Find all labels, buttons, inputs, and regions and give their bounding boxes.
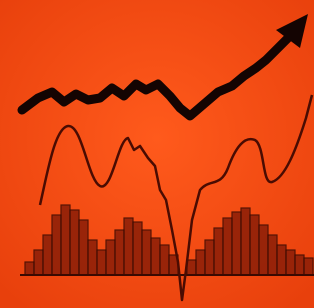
- bar-shape: [277, 245, 286, 275]
- bar-shape: [214, 228, 223, 275]
- bar-shape: [187, 260, 196, 275]
- bar-shape: [88, 240, 97, 275]
- bar-shape: [79, 220, 88, 275]
- bar-shape: [25, 262, 34, 275]
- body: [0, 0, 314, 308]
- bar-shape: [106, 240, 115, 275]
- bar-shape: [295, 255, 304, 275]
- bar-shape: [160, 245, 169, 275]
- bar-shape: [34, 250, 43, 275]
- bar-shape: [133, 222, 142, 275]
- bar-shape: [43, 235, 52, 275]
- bar-shape: [241, 208, 250, 275]
- bar-shape: [286, 250, 295, 275]
- bar-shape: [124, 218, 133, 275]
- bar-shape: [61, 205, 70, 275]
- bar-shape: [223, 218, 232, 275]
- bar-shape: [151, 238, 160, 275]
- bar-shape: [70, 210, 79, 275]
- bar-shape: [115, 230, 124, 275]
- bar-shape: [259, 225, 268, 275]
- bar-shape: [304, 258, 313, 275]
- bar-shape: [52, 215, 61, 275]
- bar-shape: [268, 235, 277, 275]
- bar-shape: [205, 240, 214, 275]
- page: {} html, body { margin: 0; padding: 0; w…: [0, 0, 314, 308]
- bar-shape: [250, 215, 259, 275]
- bar-shape: [196, 250, 205, 275]
- bar-shape: [142, 230, 151, 275]
- bar-shape: [97, 250, 106, 275]
- illustration: [0, 0, 314, 308]
- bar-shape: [232, 212, 241, 275]
